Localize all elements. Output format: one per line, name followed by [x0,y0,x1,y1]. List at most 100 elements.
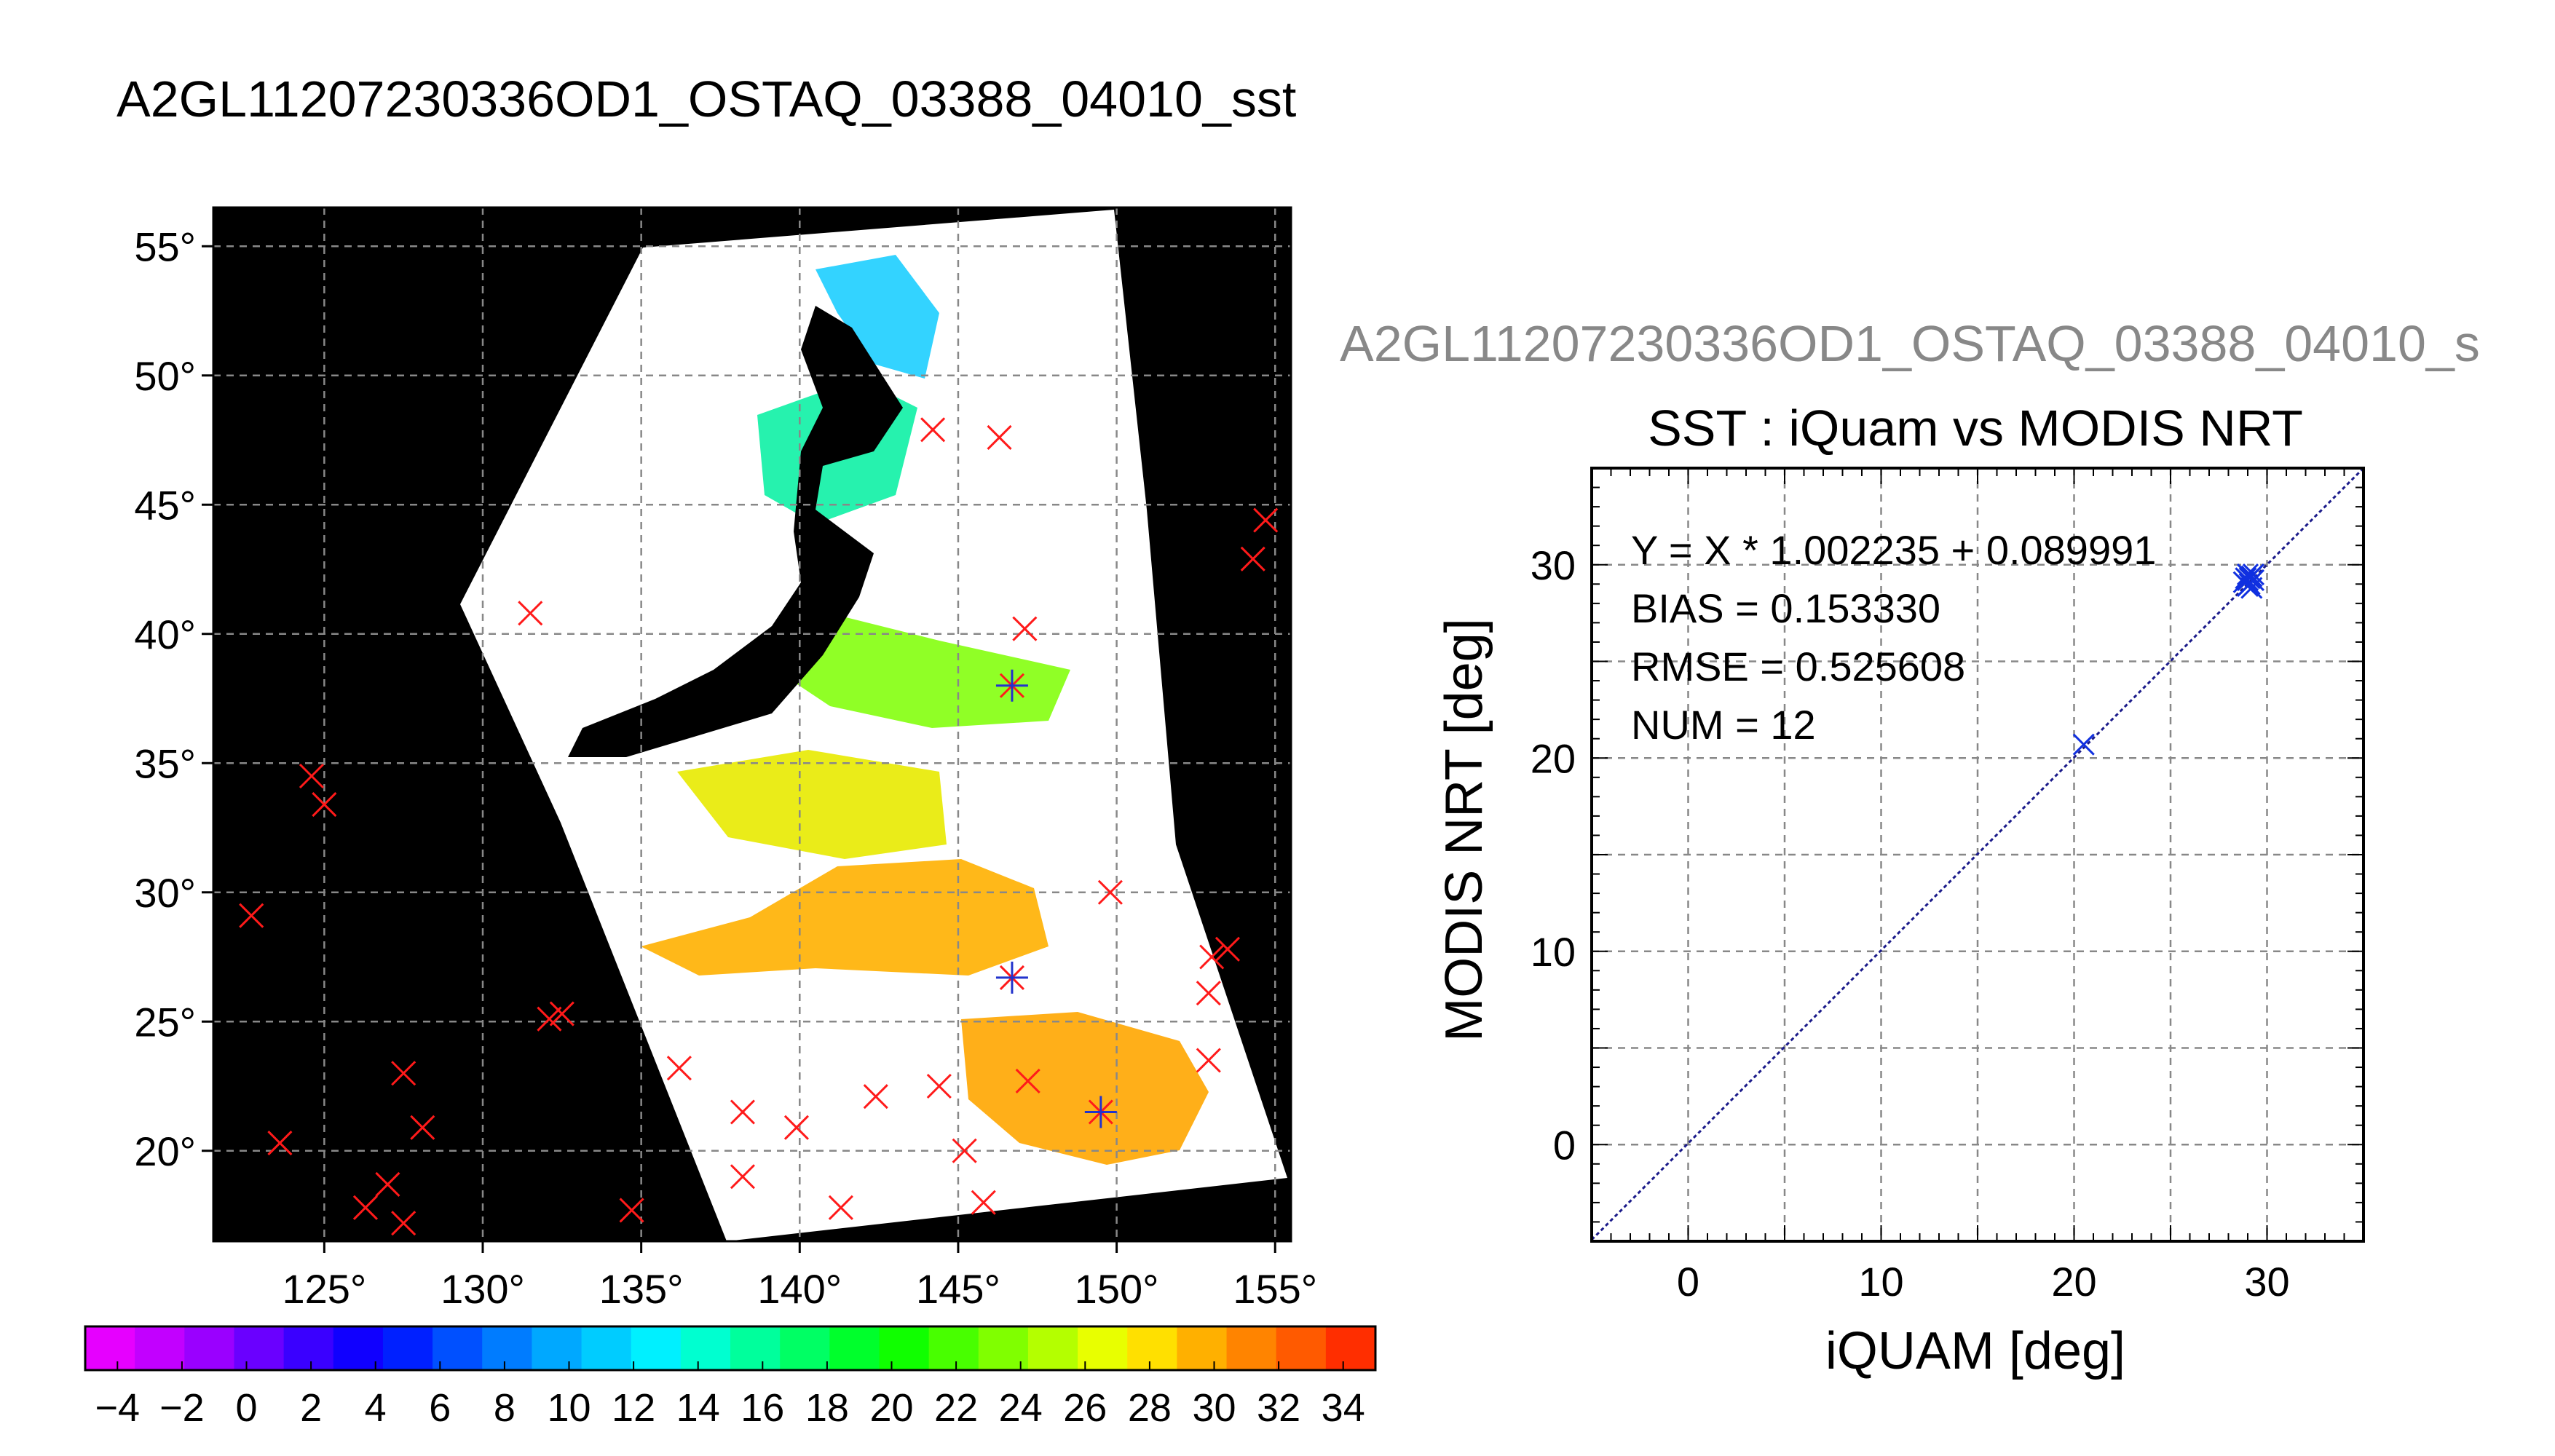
colorbar-segment [532,1326,583,1370]
map-buoy-marker-red [1015,1068,1040,1093]
map-buoy-marker-red [1240,546,1265,571]
sst-patch-kuroshio [641,859,1049,976]
map-lat-tick-label: 55° [134,223,196,269]
colorbar-segment [135,1326,185,1370]
map-buoy-markers [239,417,1279,1236]
map-buoy-marker-red [391,1211,416,1236]
stats-rmse: RMSE = 0.525608 [1631,644,1965,689]
colorbar-frame [84,1325,1377,1372]
scatter-x-label: iQUAM [deg] [1825,1322,2125,1380]
colorbar-tick-label: 30 [1192,1386,1236,1430]
map-buoy-marker-red [730,1164,756,1190]
map-buoy-marker-matched [1084,1096,1117,1128]
colorbar-tick-label: 6 [429,1386,451,1430]
colorbar-segment [780,1326,830,1370]
map-frame [212,206,1292,1243]
swath-no-data-area [460,210,1287,1241]
scatter-x-tick-label: 30 [2244,1259,2289,1305]
scatter-frame [1590,467,2365,1243]
colorbar-segment [928,1326,979,1370]
map-buoy-marker-red [352,1195,379,1220]
scatter-title: SST : iQuam vs MODIS NRT [1648,400,2303,456]
colorbar-tick-label: 26 [1063,1386,1107,1430]
map-buoy-marker-red [828,1195,853,1220]
scatter-plot: 0 10 20 30 0 10 20 30 [1531,467,2365,1305]
scatter-stats: Y = X * 1.002235 + 0.089991 BIAS = 0.153… [1631,527,2156,748]
colorbar-tick-label: 18 [805,1386,849,1430]
colorbar-tick-label: 2 [300,1386,322,1430]
colorbar-tick-label: 24 [999,1386,1043,1430]
colorbar-segment [283,1326,334,1370]
map-buoy-marker-red [299,763,325,789]
colorbar-tick-label: 28 [1128,1386,1172,1430]
map-buoy-marker-red [1097,879,1123,905]
map-buoy-marker-red [1253,507,1279,533]
colorbar-segment [1276,1326,1327,1370]
colorbar-segment [482,1326,532,1370]
colorbar-tick-label: 34 [1322,1386,1365,1430]
colorbar-segment [184,1326,234,1370]
map-buoy-marker-red [952,1138,977,1163]
map-buoy-marker-red [920,417,946,443]
sst-cloud-free-pixels [641,255,1209,1165]
map-buoy-marker-red [1196,1048,1221,1073]
colorbar-tick-label: 0 [235,1386,257,1430]
map-buoy-marker-red [239,903,264,928]
colorbar-segment [1127,1326,1177,1370]
scatter-y-tick-label: 10 [1531,929,1576,975]
scatter-x-tick-label: 0 [1677,1259,1699,1305]
map-lat-tick-label: 20° [134,1128,196,1174]
map-buoy-marker-red [863,1084,888,1109]
map-buoy-marker-red [783,1115,810,1140]
map-lon-tick-label: 145° [916,1266,1000,1312]
map-lon-tick-label: 155° [1233,1266,1317,1312]
colorbar-tick-label: −2 [159,1386,205,1430]
colorbar-tick-label: 32 [1257,1386,1300,1430]
colorbar-segment [879,1326,930,1370]
colorbar-tick-label: 4 [365,1386,387,1430]
colorbar-segment [382,1326,433,1370]
land-japan [568,306,903,757]
stats-fit-equation: Y = X * 1.002235 + 0.089991 [1631,527,2156,573]
colorbar-segment [829,1326,880,1370]
colorbar-tick-label: 20 [869,1386,913,1430]
map-lat-tick-label: 30° [134,870,196,916]
map-buoy-marker-red [1215,936,1241,962]
scatter-y-tick-label: 0 [1553,1122,1576,1168]
colorbar-tick-label: 12 [612,1386,655,1430]
map-buoy-marker-red [926,1073,952,1099]
colorbar-segment [433,1326,483,1370]
map-buoy-marker-matched [995,669,1028,702]
scatter-point [2072,733,2095,756]
sst-colorbar [84,1325,1377,1372]
sst-patch-sea-of-japan [786,612,1070,728]
regression-line [1590,467,2365,1241]
stats-bias: BIAS = 0.153330 [1631,585,1940,631]
colorbar-segment [1078,1326,1128,1370]
colorbar-segment [730,1326,781,1370]
colorbar-tick-label: 10 [547,1386,591,1430]
scatter-point [2242,569,2265,592]
colorbar-tick-label: 14 [676,1386,720,1430]
colorbar-segment [234,1326,285,1370]
map-lat-tick-label: 40° [134,612,196,657]
colorbar-tick-label: 22 [934,1386,978,1430]
scatter-point [2240,577,2263,599]
map-buoy-marker-red [410,1115,435,1140]
map-lat-tick-label: 45° [134,482,196,528]
stats-num: NUM = 12 [1631,702,1816,748]
map-buoy-marker-red [1199,944,1225,970]
map-buoy-marker-red [549,1001,574,1026]
map-lon-tick-label: 135° [599,1266,684,1312]
map-buoy-marker-red [1196,981,1221,1006]
map-lon-tick-label: 125° [282,1266,366,1312]
colorbar-segment [581,1326,632,1370]
map-buoy-marker-red [666,1056,692,1081]
colorbar-segment [1177,1326,1228,1370]
colorbar-tick-label: −4 [95,1386,141,1430]
scatter-x-tick-label: 10 [1858,1259,1903,1305]
map-tick-labels: 125° 130° 135° 140° 145° 150° 155° 20° 25° 30° 35°… [134,223,1317,1312]
map-buoy-marker-red [391,1061,416,1086]
sst-patch-subtropics [677,750,947,859]
map-buoy-marker-matched [995,961,1028,994]
